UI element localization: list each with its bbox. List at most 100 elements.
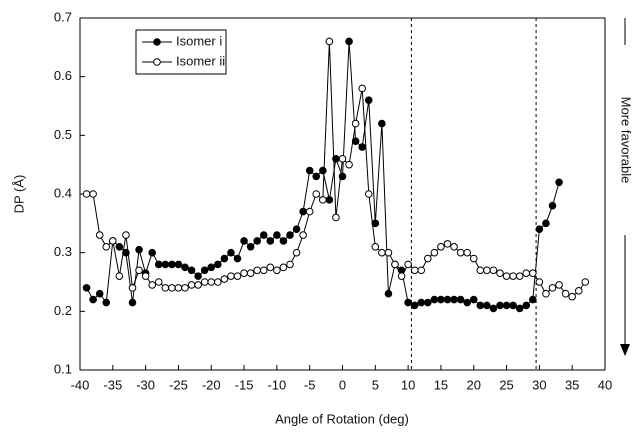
- data-point: [95, 231, 104, 239]
- legend-marker: [153, 38, 161, 46]
- data-point: [529, 295, 537, 304]
- data-point: [358, 143, 366, 151]
- data-point: [82, 190, 91, 198]
- x-tick-label: 10: [401, 377, 415, 392]
- data-point: [325, 196, 334, 204]
- data-point: [148, 281, 156, 289]
- data-point: [437, 295, 445, 304]
- data-point: [141, 272, 150, 280]
- data-point: [351, 119, 360, 128]
- x-axis-label: Angle of Rotation (deg): [275, 411, 409, 426]
- data-point: [266, 237, 275, 245]
- data-point: [450, 243, 458, 251]
- annotation-arrowhead: [620, 344, 630, 356]
- data-point: [279, 237, 288, 245]
- data-point: [214, 278, 222, 286]
- data-point: [187, 266, 196, 275]
- data-point: [200, 278, 209, 286]
- data-point: [319, 196, 327, 204]
- data-point: [168, 260, 176, 269]
- data-point: [246, 243, 255, 251]
- data-point: [555, 178, 563, 187]
- data-point: [469, 295, 478, 304]
- data-point: [358, 84, 366, 93]
- data-point: [168, 284, 176, 292]
- data-point: [417, 298, 426, 307]
- data-point: [240, 237, 248, 245]
- data-point: [266, 263, 275, 272]
- x-tick-label: 25: [499, 377, 513, 392]
- data-point: [430, 295, 439, 304]
- data-point: [181, 284, 189, 292]
- data-point: [410, 266, 419, 275]
- data-point: [292, 225, 301, 233]
- y-tick-label: 0.7: [54, 9, 72, 24]
- data-point: [469, 254, 478, 263]
- data-point: [463, 248, 471, 257]
- x-tick-label: 40: [598, 377, 612, 392]
- data-point: [456, 248, 465, 257]
- x-tick-label: 35: [565, 377, 579, 392]
- data-point: [273, 231, 281, 239]
- data-point: [174, 260, 183, 269]
- data-point: [135, 266, 143, 275]
- x-tick-label: -35: [103, 377, 122, 392]
- data-point: [404, 260, 412, 269]
- data-point: [253, 266, 261, 275]
- data-point: [246, 269, 255, 278]
- data-point: [424, 254, 432, 263]
- data-point: [535, 225, 544, 233]
- data-point: [483, 301, 491, 310]
- data-point: [187, 281, 196, 289]
- y-tick-label: 0.1: [54, 361, 72, 376]
- data-point: [548, 201, 557, 210]
- y-tick-label: 0.6: [54, 68, 72, 83]
- x-tick-label: 15: [434, 377, 448, 392]
- data-point: [417, 266, 426, 275]
- data-point: [542, 219, 550, 228]
- data-point: [378, 248, 386, 257]
- data-point: [161, 260, 170, 269]
- data-point: [122, 231, 130, 239]
- data-point: [128, 284, 137, 292]
- data-point: [194, 281, 202, 289]
- data-point: [515, 272, 524, 280]
- data-point: [82, 284, 91, 292]
- data-point: [397, 272, 406, 280]
- data-point: [89, 190, 97, 198]
- data-point: [509, 272, 517, 280]
- data-point: [574, 287, 583, 295]
- y-axis-label: DP (Å): [11, 175, 26, 214]
- series-line: [86, 41, 586, 298]
- data-point: [292, 248, 301, 257]
- legend-label: Isomer i: [176, 33, 222, 48]
- data-point: [463, 298, 471, 307]
- y-tick-label: 0.4: [54, 185, 72, 200]
- data-point: [319, 166, 327, 175]
- data-point: [489, 266, 498, 275]
- data-point: [496, 269, 504, 278]
- data-point: [102, 298, 111, 307]
- data-point: [312, 172, 321, 181]
- data-point: [299, 231, 307, 239]
- x-tick-label: 20: [467, 377, 481, 392]
- data-point: [95, 289, 104, 298]
- data-point: [430, 248, 439, 257]
- data-point: [89, 295, 97, 304]
- data-point: [364, 190, 373, 198]
- data-point: [378, 119, 386, 128]
- data-point: [312, 190, 321, 198]
- data-point: [299, 207, 307, 216]
- data-point: [214, 260, 222, 269]
- data-point: [233, 272, 242, 280]
- data-point: [522, 301, 531, 310]
- data-point: [259, 231, 268, 239]
- data-point: [102, 243, 111, 251]
- x-tick-label: -25: [169, 377, 188, 392]
- legend-box: [135, 29, 227, 75]
- data-point: [115, 272, 124, 280]
- data-point: [568, 292, 576, 301]
- data-point: [154, 260, 163, 269]
- data-point: [489, 304, 498, 313]
- data-point: [279, 263, 288, 272]
